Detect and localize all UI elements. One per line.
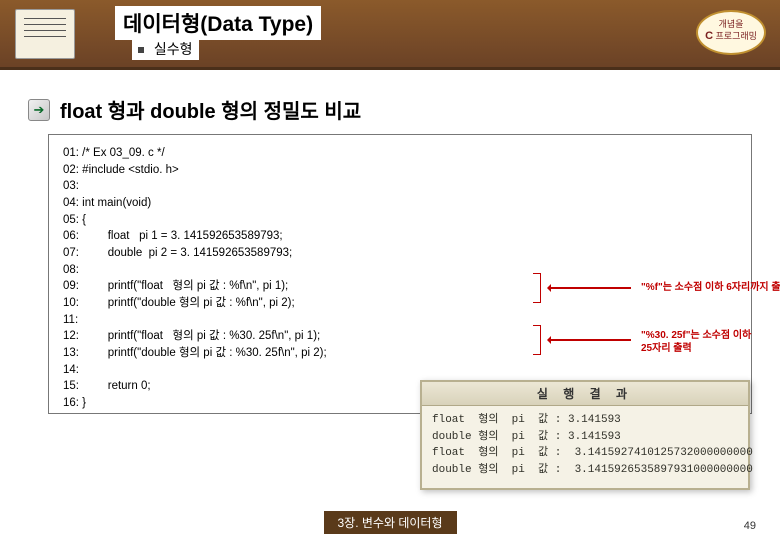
annotation-text: "%f"는 소수점 이하 6자리까지 출력 (641, 281, 780, 294)
result-line: float 형의 pi 값 : 3.1415927410125732000000… (432, 445, 738, 462)
logo-top: 개념을 (719, 19, 744, 29)
header-bar: 데이터형(Data Type) 실수형 개념을 C 프로그래밍 (0, 0, 780, 70)
result-window: 실 행 결 과 float 형의 pi 값 : 3.141593 double … (420, 380, 750, 490)
code-line: 08: (63, 262, 737, 279)
code-line: 07: double pi 2 = 3. 141592653589793; (63, 245, 737, 262)
result-title: 실 행 결 과 (422, 382, 748, 406)
page-number: 49 (744, 520, 756, 532)
code-line: 06: float pi 1 = 3. 141592653589793; (63, 228, 737, 245)
code-line: 03: (63, 178, 737, 195)
result-line: float 형의 pi 값 : 3.141593 (432, 412, 738, 429)
bullet-icon (138, 47, 144, 53)
code-block: 01: /* Ex 03_09. c */ 02: #include <stdi… (48, 134, 752, 414)
bracket-icon (533, 325, 541, 355)
subtitle-text: 실수형 (154, 41, 193, 57)
code-line: 01: /* Ex 03_09. c */ (63, 145, 737, 162)
footer: 3장. 변수와 데이터형 (0, 511, 780, 534)
annotation-line: "%30. 25f"는 소수점 이하 (641, 330, 751, 341)
logo-bot: 프로그래밍 (716, 31, 757, 41)
chapter-label: 3장. 변수와 데이터형 (324, 511, 457, 534)
section-heading-row: ➔ float 형과 double 형의 정밀도 비교 (28, 95, 760, 124)
arrow-left-icon (549, 339, 631, 341)
result-body: float 형의 pi 값 : 3.141593 double 형의 pi 값 … (422, 406, 748, 488)
result-line: double 형의 pi 값 : 3.141592653589793100000… (432, 462, 738, 479)
section-heading: float 형과 double 형의 정밀도 비교 (60, 95, 361, 124)
page-subtitle: 실수형 (132, 38, 199, 60)
code-line: 13: printf("double 형의 pi 값 : %30. 25f\n"… (63, 345, 737, 362)
code-line: 04: int main(void) (63, 195, 737, 212)
code-line: 12: printf("float 형의 pi 값 : %30. 25f\n",… (63, 328, 737, 345)
code-line: 10: printf("double 형의 pi 값 : %f\n", pi 2… (63, 295, 737, 312)
notebook-icon (15, 9, 75, 59)
brand-logo: 개념을 C 프로그래밍 (696, 10, 766, 55)
code-line: 02: #include <stdio. h> (63, 162, 737, 179)
code-line: 05: { (63, 212, 737, 229)
result-line: double 형의 pi 값 : 3.141593 (432, 429, 738, 446)
logo-mid: C (705, 30, 713, 42)
bracket-icon (533, 273, 541, 303)
code-line: 14: (63, 362, 737, 379)
page-title: 데이터형(Data Type) (115, 6, 321, 40)
code-line: 09: printf("float 형의 pi 값 : %f\n", pi 1)… (63, 278, 737, 295)
arrow-right-icon: ➔ (28, 99, 50, 121)
code-line: 11: (63, 312, 737, 329)
arrow-left-icon (549, 287, 631, 289)
annotation-line: 25자리 출력 (641, 343, 692, 354)
annotation-text: "%30. 25f"는 소수점 이하 25자리 출력 (641, 329, 780, 355)
